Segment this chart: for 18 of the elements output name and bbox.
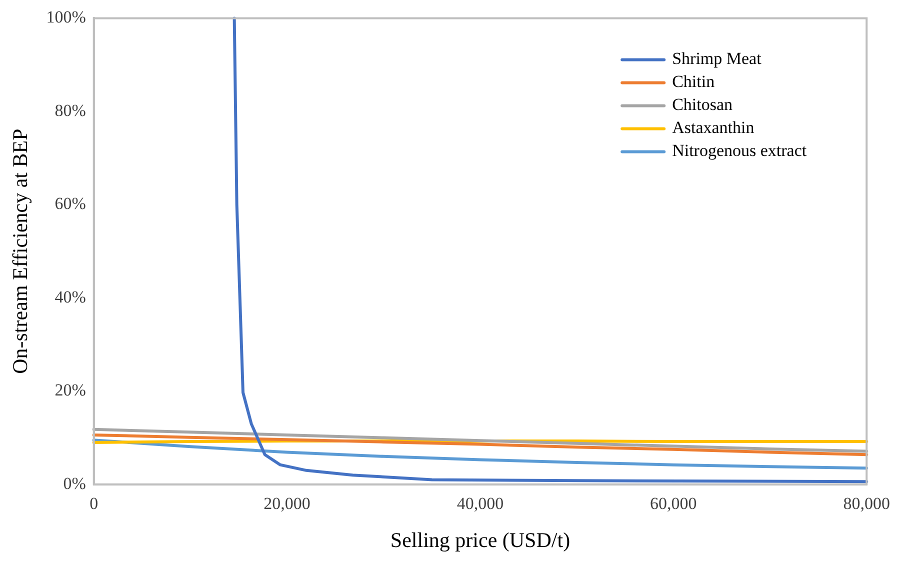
x-tick-label: 20,000 xyxy=(264,494,310,514)
x-tick-label: 80,000 xyxy=(843,494,890,514)
legend-label: Chitosan xyxy=(672,95,734,114)
y-tick-label: 100% xyxy=(46,8,86,27)
y-tick-label: 60% xyxy=(54,194,86,214)
y-axis-title: On-stream Efficiency at BEP xyxy=(8,128,32,374)
legend-label: Nitrogenous extract xyxy=(672,141,807,160)
legend-label: Chitin xyxy=(672,72,716,92)
y-tick-label: 80% xyxy=(54,100,86,120)
y-tick-label: 40% xyxy=(54,287,86,306)
y-tick-label: 20% xyxy=(54,380,86,400)
legend-label: Astaxanthin xyxy=(672,118,755,138)
x-tick-label: 40,000 xyxy=(456,494,504,514)
x-tick-label: 0 xyxy=(90,494,98,514)
x-tick-label: 60,000 xyxy=(650,494,697,514)
x-axis-title: Selling price (USD/t) xyxy=(390,528,570,552)
legend-label: Shrimp Meat xyxy=(672,49,762,68)
y-tick-label: 0% xyxy=(63,474,86,493)
